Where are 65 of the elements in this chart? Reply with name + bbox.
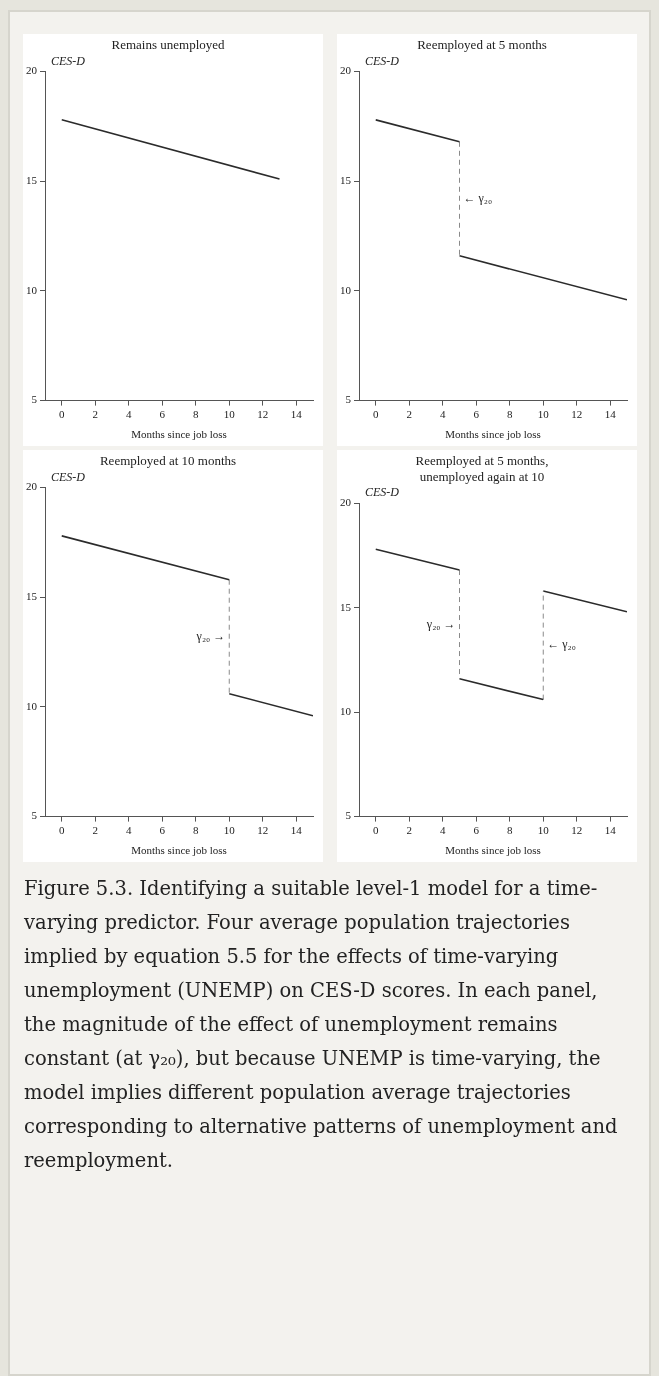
x-tick-label: 4 bbox=[125, 408, 132, 421]
x-tick-label: 6 bbox=[159, 824, 165, 837]
x-tick-label: 2 bbox=[406, 824, 412, 837]
y-axis-title: CES-D bbox=[50, 53, 85, 68]
x-tick-label: 12 bbox=[256, 408, 268, 421]
x-tick-label: 12 bbox=[570, 824, 582, 837]
x-tick-label: 14 bbox=[290, 408, 302, 421]
x-axis-title: Months since job loss bbox=[130, 844, 227, 857]
y-tick-label: 20 bbox=[25, 64, 37, 77]
chart-title: Reemployed at 10 months bbox=[99, 453, 236, 469]
y-tick-label: 10 bbox=[339, 283, 351, 296]
x-tick-label: 6 bbox=[159, 408, 165, 421]
y-tick-label: 5 bbox=[345, 809, 351, 822]
x-tick-label: 0 bbox=[58, 824, 65, 837]
x-tick-label: 14 bbox=[604, 824, 616, 837]
x-tick-label: 12 bbox=[256, 824, 268, 837]
chart-title: Reemployed at 5 months, unemployed again at 10 bbox=[415, 453, 548, 484]
y-axis-title: CES-D bbox=[364, 485, 399, 500]
x-tick-label: 4 bbox=[125, 824, 132, 837]
y-tick-label: 15 bbox=[339, 174, 351, 187]
x-axis-title: Months since job loss bbox=[444, 844, 541, 857]
text: Figure 5.3. Identifying a suitable level-1 model for a time-varying predictor. Four average population trajectories implied by equation 5.5 for the effects of time-varying unemployment (UNEMP) on CES-D scores. In each panel, the magnitude of the effect of unemployment remains constant (at γ₂₀), but because UNEMP is time-varying, the model implies different population average trajectories corresponding to alternative patterns of unemployment and reemployment. bbox=[24, 877, 618, 1172]
x-tick-label: 8 bbox=[192, 824, 199, 837]
annotation: ← γ₂₀ bbox=[463, 190, 492, 205]
x-tick-label: 2 bbox=[92, 824, 98, 837]
x-tick-label: 0 bbox=[58, 408, 65, 421]
y-tick-label: 20 bbox=[25, 480, 37, 493]
annotation: γ₂₀ → bbox=[425, 616, 455, 631]
y-tick-label: 15 bbox=[25, 174, 37, 187]
y-tick-label: 10 bbox=[339, 705, 351, 718]
x-tick-label: 4 bbox=[439, 408, 446, 421]
y-axis-title: CES-D bbox=[50, 469, 85, 484]
x-tick-label: 0 bbox=[372, 824, 379, 837]
x-axis-title: Months since job loss bbox=[444, 428, 541, 441]
y-tick-label: 15 bbox=[339, 600, 351, 613]
chart-title: Remains unemployed bbox=[110, 37, 225, 53]
x-tick-label: 10 bbox=[223, 408, 235, 421]
x-tick-label: 0 bbox=[372, 408, 379, 421]
y-tick-label: 5 bbox=[345, 393, 351, 406]
y-tick-label: 10 bbox=[25, 283, 37, 296]
x-tick-label: 14 bbox=[290, 824, 302, 837]
x-tick-label: 10 bbox=[223, 824, 235, 837]
x-tick-label: 8 bbox=[192, 408, 199, 421]
chart-title: Reemployed at 5 months bbox=[416, 37, 547, 53]
x-tick-label: 12 bbox=[570, 408, 582, 421]
y-tick-label: 5 bbox=[31, 809, 37, 822]
x-tick-label: 6 bbox=[473, 408, 479, 421]
y-tick-label: 15 bbox=[25, 590, 37, 603]
x-tick-label: 10 bbox=[537, 408, 549, 421]
x-tick-label: 6 bbox=[473, 824, 479, 837]
x-tick-label: 8 bbox=[506, 408, 513, 421]
y-axis-title: CES-D bbox=[364, 53, 399, 68]
x-tick-label: 8 bbox=[506, 824, 513, 837]
x-tick-label: 10 bbox=[537, 824, 549, 837]
x-tick-label: 14 bbox=[604, 408, 616, 421]
y-tick-label: 10 bbox=[25, 699, 37, 712]
x-tick-label: 4 bbox=[439, 824, 446, 837]
y-tick-label: 20 bbox=[339, 64, 351, 77]
y-tick-label: 5 bbox=[31, 393, 37, 406]
x-tick-label: 2 bbox=[406, 408, 412, 421]
annotation: ← γ₂₀ bbox=[546, 637, 576, 652]
x-tick-label: 2 bbox=[92, 408, 98, 421]
y-tick-label: 20 bbox=[339, 496, 351, 509]
annotation: γ₂₀ → bbox=[195, 628, 225, 643]
x-axis-title: Months since job loss bbox=[130, 428, 227, 441]
